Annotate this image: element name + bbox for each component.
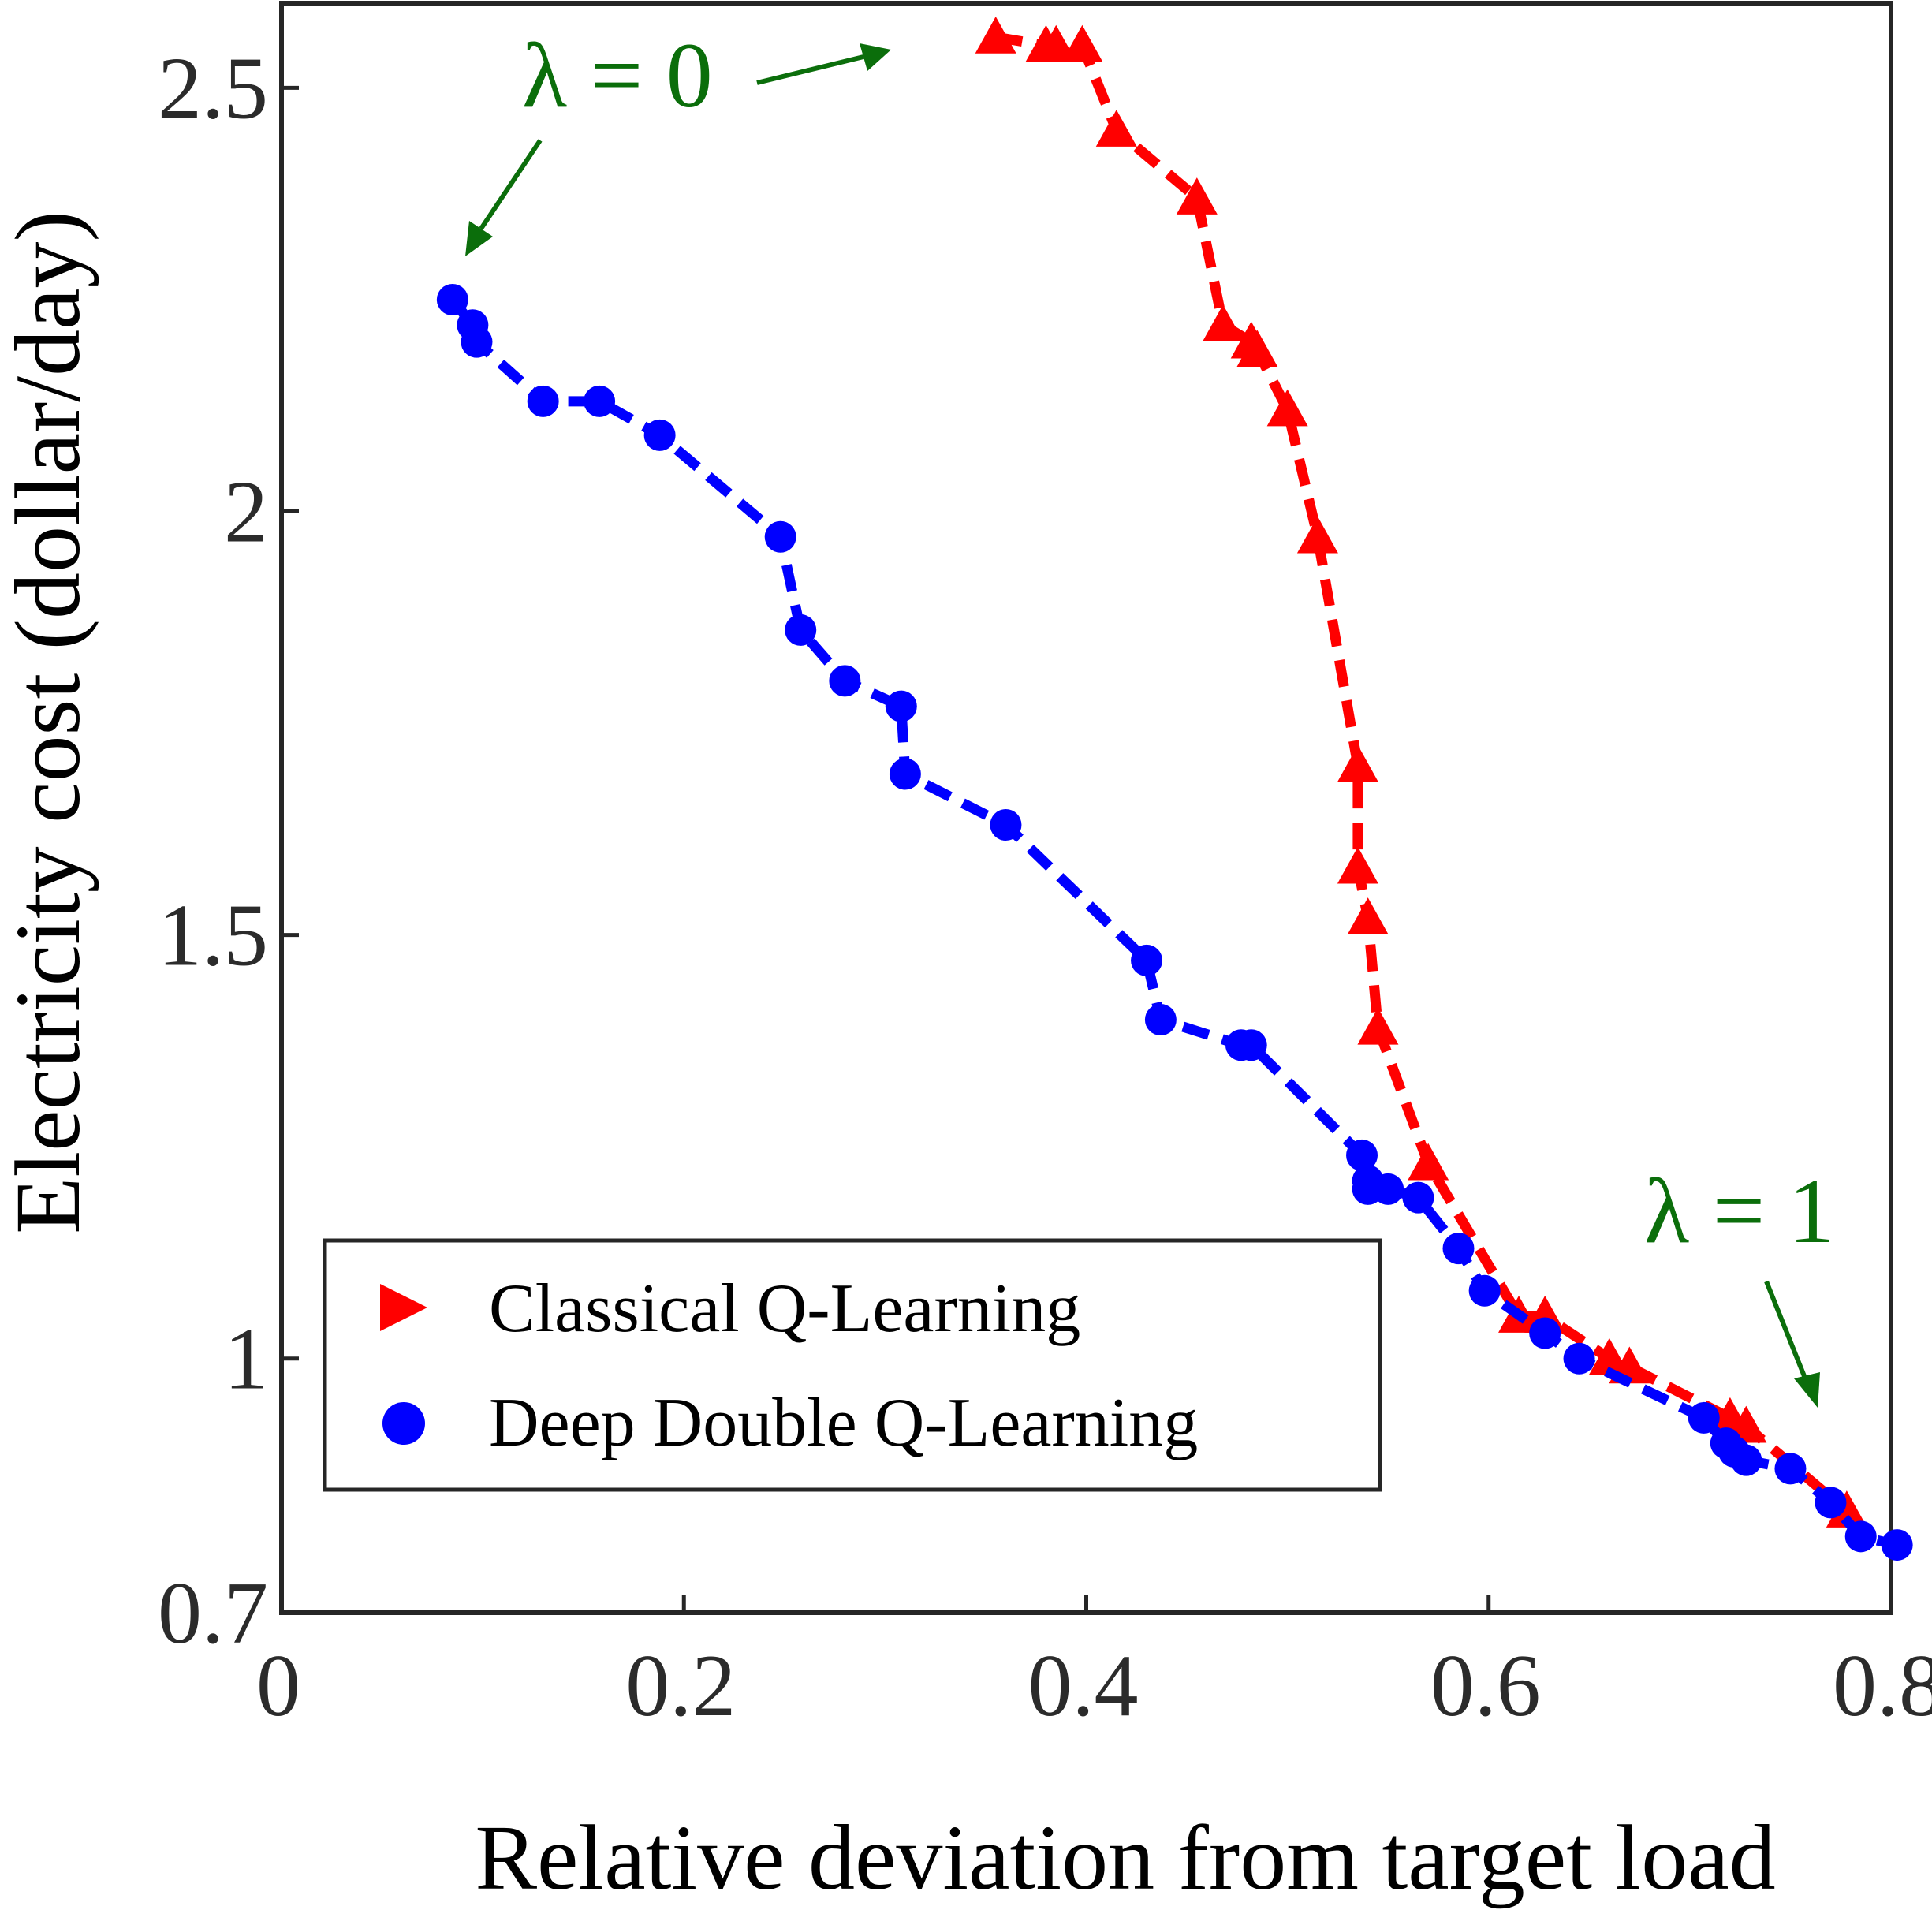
data-point-circle — [1529, 1317, 1561, 1349]
annotation-lambda-0-arrow-left — [479, 139, 543, 230]
x-axis-label: Relative deviation from target load — [475, 1806, 1775, 1909]
data-point-circle — [785, 614, 817, 646]
annotation-lambda-0-arrow-right — [756, 54, 864, 85]
x-tick-label: 0.2 — [625, 1637, 736, 1735]
annotation-lambda-0-arrowhead-left — [465, 221, 493, 256]
data-point-circle — [1131, 944, 1163, 976]
data-point-circle — [829, 665, 861, 697]
x-tick-label: 0.8 — [1833, 1637, 1932, 1735]
data-point-triangle — [1061, 24, 1103, 62]
legend-marker-deep-double — [382, 1402, 425, 1445]
data-point-circle — [1774, 1453, 1807, 1485]
data-point-circle — [1730, 1444, 1762, 1476]
y-tick-label: 2.5 — [158, 39, 268, 137]
data-point-circle — [1844, 1520, 1877, 1553]
data-point-triangle — [1176, 177, 1218, 215]
data-point-circle — [1402, 1181, 1434, 1214]
annotation-lambda-0: λ = 0 — [465, 24, 891, 256]
data-point-circle — [1688, 1401, 1720, 1434]
x-tick-label: 0 — [256, 1637, 300, 1735]
y-axis-label: Electricity cost (dollar/day) — [0, 211, 99, 1233]
data-point-triangle — [975, 16, 1016, 54]
y-tick-label: 1 — [224, 1311, 268, 1408]
data-point-circle — [1468, 1274, 1501, 1307]
data-point-triangle — [1095, 110, 1137, 147]
data-point-circle — [436, 283, 468, 315]
legend-marker-classical — [380, 1284, 427, 1331]
data-point-circle — [990, 808, 1022, 841]
y-tick-label: 2 — [224, 464, 268, 561]
data-point-triangle — [1347, 897, 1389, 934]
data-point-circle — [889, 758, 921, 790]
data-point-circle — [885, 690, 917, 722]
data-point-circle — [461, 326, 493, 358]
x-tick-label: 0.6 — [1430, 1637, 1541, 1735]
data-point-triangle — [1337, 744, 1378, 782]
data-point-triangle — [1357, 1007, 1399, 1045]
data-point-circle — [764, 520, 796, 553]
legend-box — [323, 1238, 1382, 1492]
data-point-triangle — [1236, 330, 1278, 367]
data-point-circle — [1815, 1487, 1847, 1519]
data-point-circle — [1372, 1173, 1404, 1205]
data-point-triangle — [1826, 1490, 1867, 1528]
data-point-circle — [1442, 1233, 1475, 1265]
annotation-lambda-1: λ = 1 — [1644, 1159, 1835, 1408]
annotation-lambda-0-text: λ = 0 — [522, 24, 713, 127]
legend-label-deep-double: Deep Double Q-Learning — [489, 1385, 1198, 1461]
data-point-triangle — [1337, 846, 1378, 884]
data-point-circle — [1563, 1342, 1595, 1375]
annotation-lambda-1-text: λ = 1 — [1644, 1159, 1835, 1263]
data-point-triangle — [1202, 304, 1244, 341]
data-point-circle — [1346, 1139, 1378, 1171]
data-point-circle — [1881, 1529, 1913, 1561]
data-point-triangle — [1035, 24, 1077, 62]
annotation-lambda-1-arrow — [1764, 1280, 1808, 1382]
annotation-lambda-1-arrowhead — [1794, 1372, 1820, 1408]
axis-ticks — [279, 85, 1893, 1615]
data-point-triangle — [1266, 389, 1308, 427]
y-tick-label: 1.5 — [158, 887, 268, 985]
data-point-triangle — [1296, 516, 1338, 554]
legend-label-classical: Classical Q-Learning — [489, 1270, 1080, 1347]
data-point-circle — [1235, 1029, 1267, 1061]
data-point-triangle — [1408, 1143, 1449, 1181]
x-tick-label: 0.4 — [1028, 1637, 1139, 1735]
series-layer — [436, 16, 1913, 1561]
data-point-circle — [584, 385, 616, 417]
data-point-circle — [643, 419, 676, 451]
axis-tick-labels: 0 0.2 0.4 0.6 0.8 0.7 1 1.5 2 2.5 — [158, 39, 1932, 1735]
data-point-circle — [1144, 1004, 1177, 1036]
series-deep-double-q-learning — [436, 283, 1913, 1561]
annotation-lambda-0-arrowhead-right — [860, 43, 891, 71]
data-point-circle — [527, 385, 559, 417]
y-tick-label: 0.7 — [158, 1565, 268, 1662]
legend: Classical Q-Learning Deep Double Q-Learn… — [323, 1238, 1382, 1492]
